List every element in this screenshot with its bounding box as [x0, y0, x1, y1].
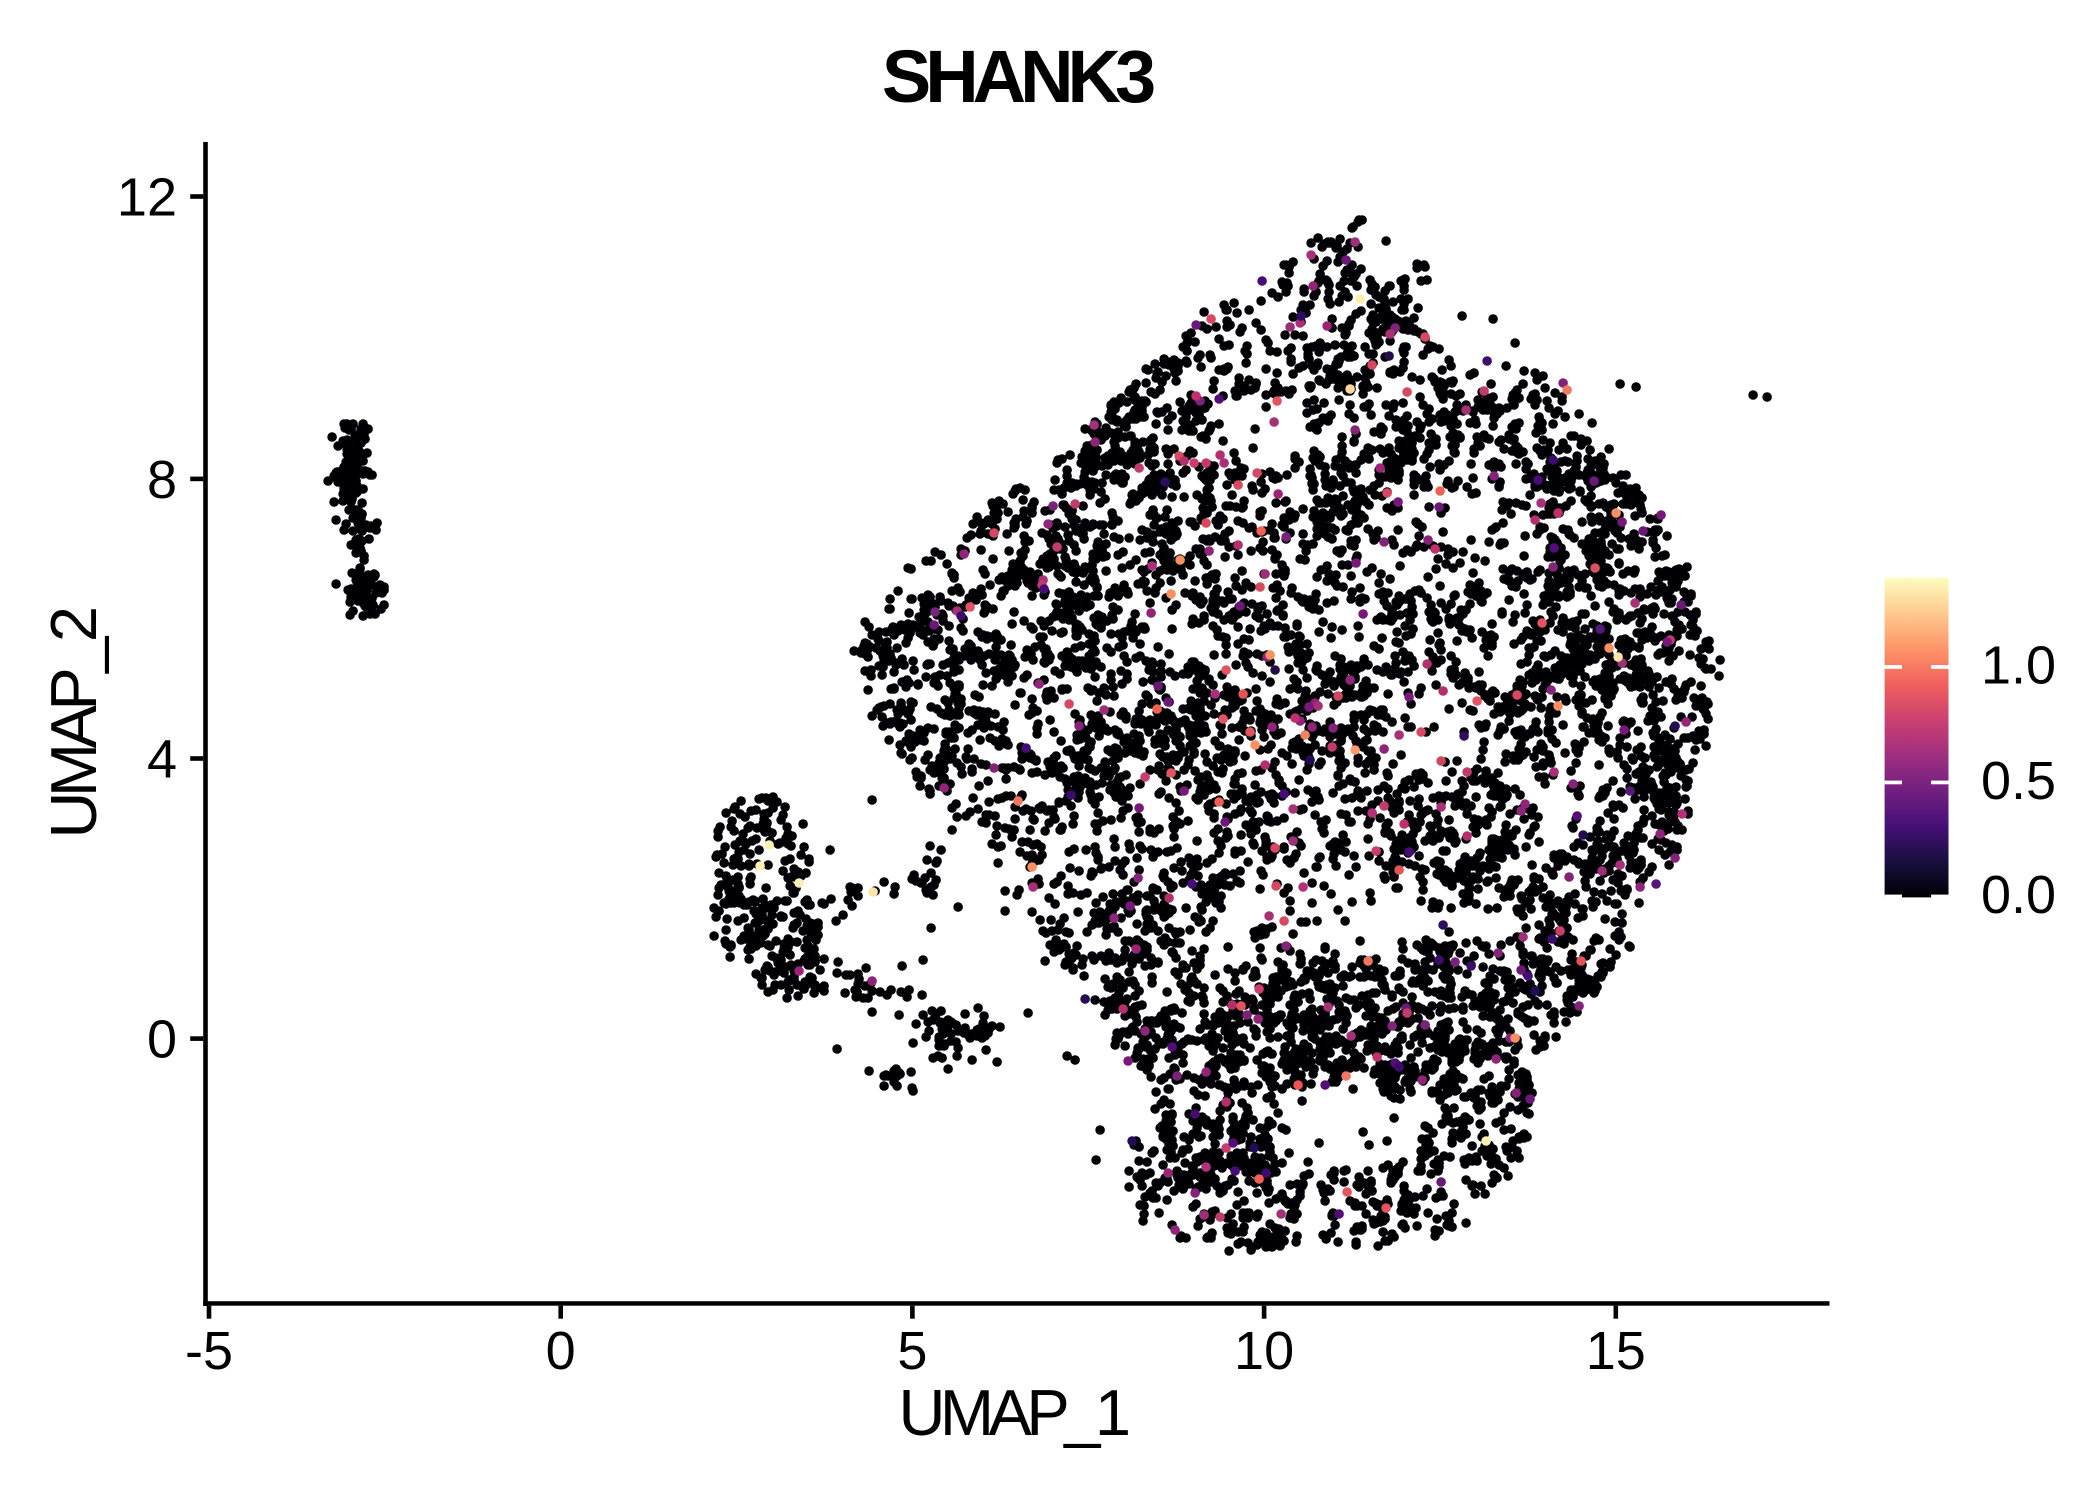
- svg-text:0.5: 0.5: [1981, 751, 2056, 811]
- svg-text:0: 0: [546, 1321, 576, 1381]
- svg-text:12: 12: [117, 168, 177, 228]
- svg-text:SHANK3: SHANK3: [882, 35, 1154, 118]
- svg-text:1.0: 1.0: [1981, 636, 2056, 696]
- svg-text:10: 10: [1234, 1321, 1294, 1381]
- svg-text:-5: -5: [185, 1321, 233, 1381]
- svg-text:UMAP_1: UMAP_1: [898, 1376, 1127, 1449]
- svg-text:15: 15: [1586, 1321, 1646, 1381]
- svg-text:8: 8: [147, 450, 177, 510]
- svg-text:UMAP_2: UMAP_2: [37, 609, 110, 838]
- svg-text:0: 0: [147, 1010, 177, 1070]
- svg-text:4: 4: [147, 730, 177, 790]
- svg-text:5: 5: [897, 1321, 927, 1381]
- svg-text:0.0: 0.0: [1981, 865, 2056, 925]
